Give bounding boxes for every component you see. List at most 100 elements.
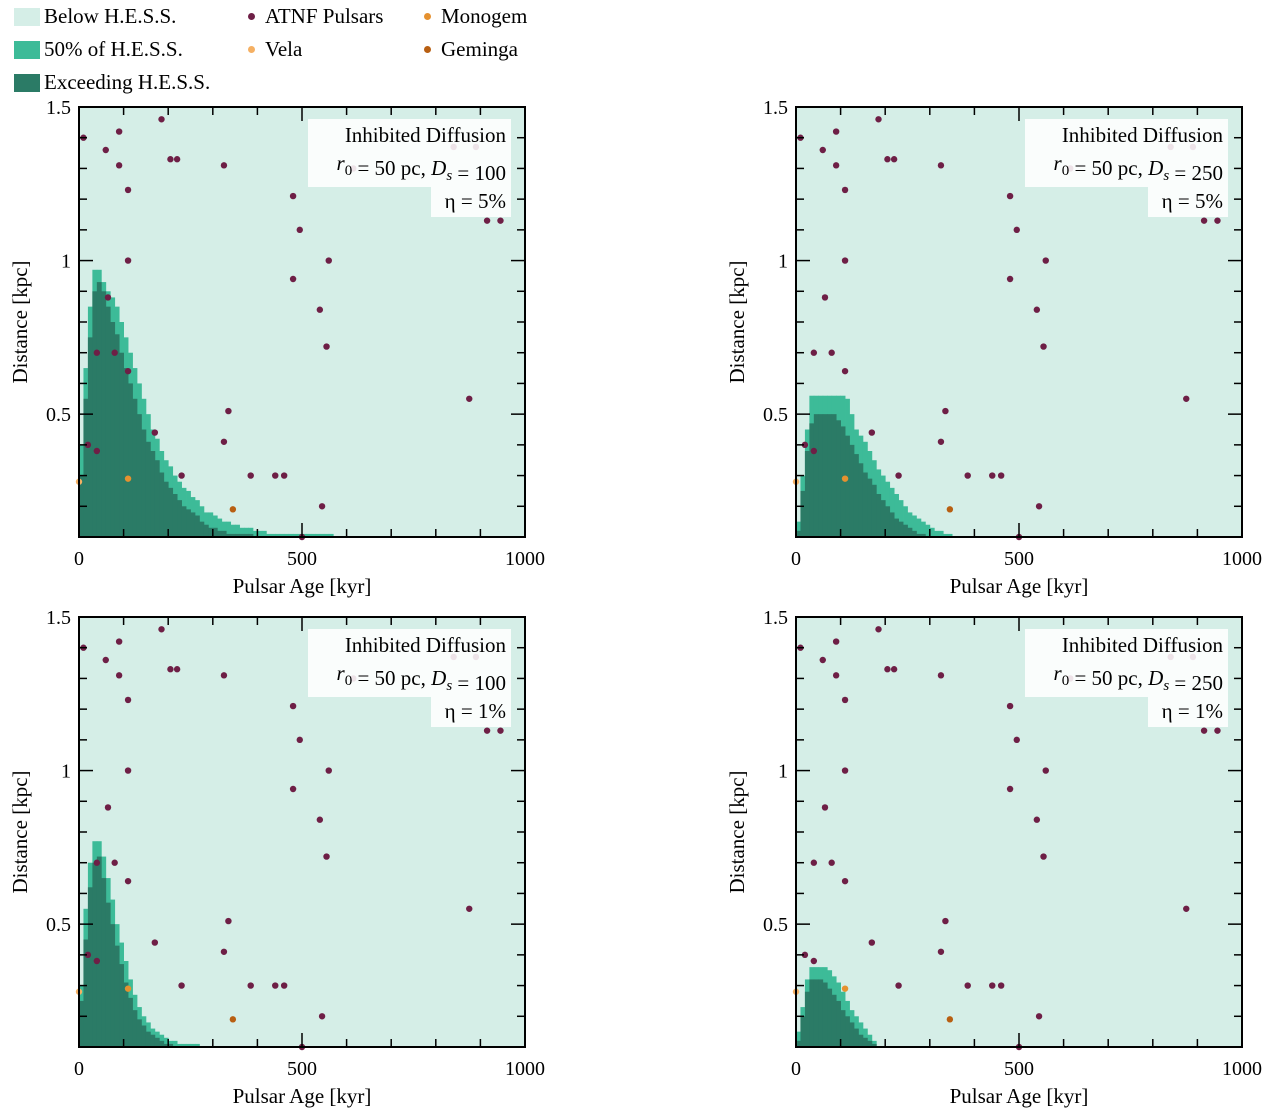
exceed-bar xyxy=(208,527,214,537)
exceed-bar xyxy=(226,533,232,537)
exceed-bar xyxy=(867,478,873,537)
y-tick-label: 0.5 xyxy=(763,404,788,426)
exceed-bar xyxy=(101,291,107,537)
half-bar xyxy=(275,533,281,537)
exceed-bar xyxy=(920,533,926,537)
atnf-pulsar-point xyxy=(1006,275,1014,283)
atnf-pulsar-point xyxy=(220,162,228,169)
exceed-bar xyxy=(83,398,89,537)
atnf-pulsar-point xyxy=(1033,816,1041,823)
atnf-pulsar-point xyxy=(178,982,185,989)
exceed-bar xyxy=(898,521,904,537)
atnf-pulsar-point xyxy=(828,349,835,356)
exceed-bar xyxy=(132,1010,138,1047)
params-part: r xyxy=(1054,661,1063,685)
atnf-pulsar-point xyxy=(225,407,232,415)
half-bar xyxy=(907,512,913,537)
half-bar xyxy=(221,521,227,537)
geminga-point xyxy=(229,1016,237,1023)
y-axis-label: Distance [kpc] xyxy=(8,260,32,383)
panel-eta: η = 1% xyxy=(445,699,506,723)
panel-params: r0 = 50 pc, Ds = 250 xyxy=(1054,661,1223,695)
x-tick-label: 1000 xyxy=(1222,548,1262,570)
panel-eta: η = 5% xyxy=(1162,189,1223,213)
atnf-pulsar-point xyxy=(1006,192,1014,200)
atnf-pulsar-point xyxy=(296,226,303,234)
atnf-pulsar-point xyxy=(158,626,165,633)
atnf-pulsar-point xyxy=(247,472,254,479)
exceed-bar xyxy=(181,506,187,537)
atnf-pulsar-point xyxy=(832,128,840,135)
atnf-pulsar-point xyxy=(167,666,174,673)
half-bar xyxy=(796,521,801,537)
panel-title: Inhibited Diffusion xyxy=(1062,633,1224,657)
exceed-bar xyxy=(235,533,240,537)
exceed-bar xyxy=(822,414,828,537)
exceed-bar xyxy=(911,530,917,537)
atnf-pulsar-point xyxy=(272,472,279,479)
exceed-bar xyxy=(87,887,93,1047)
atnf-pulsar-point xyxy=(178,472,185,479)
exceed-bar xyxy=(796,1040,801,1047)
y-tick-label: 0.5 xyxy=(46,914,71,936)
exceed-bar xyxy=(858,1034,864,1047)
exceed-bar xyxy=(239,533,245,537)
atnf-pulsar-point xyxy=(84,441,92,449)
atnf-pulsar-point xyxy=(497,217,504,224)
panel-eta: η = 1% xyxy=(1162,699,1223,723)
exceed-bar xyxy=(804,991,810,1047)
x-tick-label: 500 xyxy=(287,1058,317,1080)
annotation-box xyxy=(308,119,511,187)
legend-half: 50% of H.E.S.S. xyxy=(14,37,183,62)
atnf-pulsar-point xyxy=(832,672,840,679)
panel-title: Inhibited Diffusion xyxy=(1062,123,1224,147)
atnf-pulsar-point xyxy=(997,982,1005,989)
y-axis-label: Distance [kpc] xyxy=(725,260,749,383)
atnf-pulsar-point xyxy=(964,472,971,479)
atnf-pulsar-point xyxy=(151,939,159,946)
atnf-pulsar-point xyxy=(1200,217,1208,224)
params-part: 0 xyxy=(1062,673,1070,689)
atnf-pulsar-point xyxy=(821,294,829,301)
half-bar xyxy=(181,1043,187,1047)
atnf-pulsar-point xyxy=(832,638,840,645)
exceed-bar xyxy=(128,383,133,537)
atnf-pulsar-point xyxy=(173,156,181,163)
atnf-pulsar-point xyxy=(115,638,123,645)
half-bar xyxy=(898,500,904,537)
atnf-pulsar-point xyxy=(1200,727,1208,734)
legend-vela-marker xyxy=(248,46,255,53)
atnf-pulsar-point xyxy=(890,156,898,163)
atnf-pulsar-point xyxy=(801,441,809,449)
exceed-bar xyxy=(128,997,133,1047)
legend-below-label: Below H.E.S.S. xyxy=(44,4,177,28)
params-part: s xyxy=(446,678,452,694)
params-part: D xyxy=(430,666,446,690)
params-part: = 50 pc, xyxy=(1069,666,1148,690)
atnf-pulsar-point xyxy=(810,859,818,866)
exceed-bar xyxy=(145,1031,151,1047)
panel-params: r0 = 50 pc, Ds = 100 xyxy=(337,661,506,695)
exceed-bar xyxy=(194,515,200,537)
half-bar xyxy=(190,1043,196,1047)
atnf-pulsar-point xyxy=(102,656,109,664)
atnf-pulsar-point xyxy=(124,877,132,885)
exceed-bar xyxy=(862,472,868,537)
atnf-pulsar-point xyxy=(884,666,891,673)
atnf-pulsar-point xyxy=(810,957,818,965)
exceed-bar xyxy=(804,451,810,537)
exceed-bar xyxy=(876,494,882,537)
exceed-bar xyxy=(871,1043,877,1047)
atnf-pulsar-point xyxy=(942,917,949,925)
exceed-bar xyxy=(244,533,249,537)
exceed-bar xyxy=(880,500,886,537)
monogem-point xyxy=(841,985,849,992)
y-tick-label: 1.5 xyxy=(46,607,71,629)
atnf-pulsar-point xyxy=(884,156,891,163)
atnf-pulsar-point xyxy=(102,146,109,154)
atnf-pulsar-point xyxy=(158,116,165,123)
half-bar xyxy=(306,533,312,537)
exceed-bar xyxy=(110,924,116,1047)
panel-3: 0 500 1000 0.5 1 1.5 Pulsar Age [kyr] Distance … xyxy=(8,607,545,1108)
